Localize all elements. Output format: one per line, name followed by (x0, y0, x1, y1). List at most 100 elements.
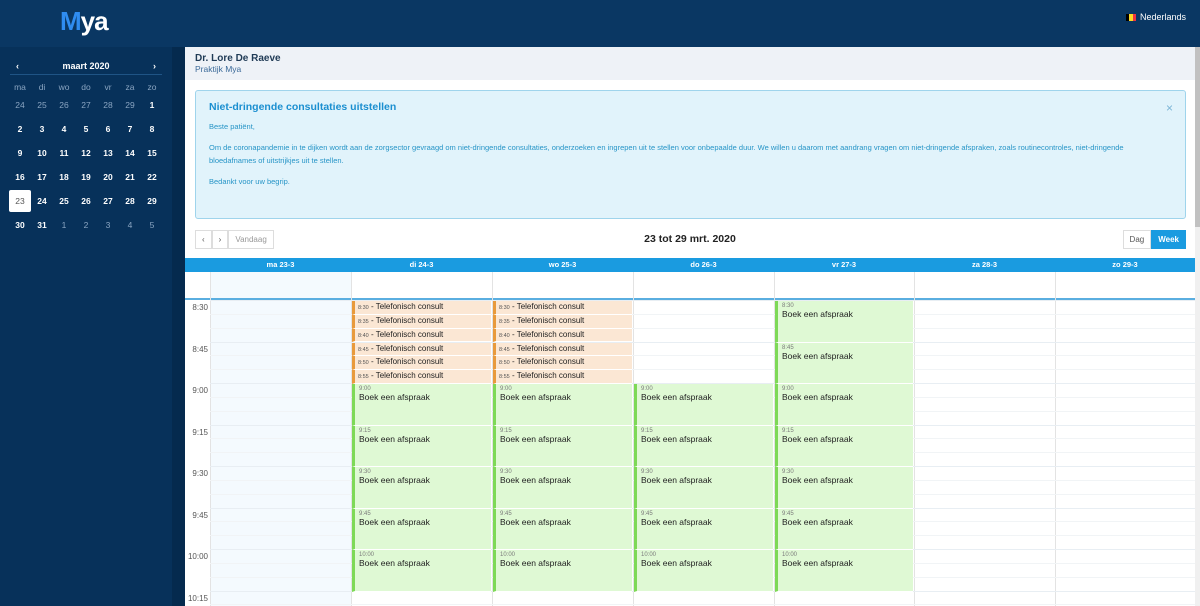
calendar-day[interactable]: 24 (37, 196, 47, 206)
event-time: 9:30 (500, 469, 512, 475)
calendar-day[interactable]: 17 (37, 172, 47, 182)
prev-month-button[interactable]: ‹ (16, 60, 19, 71)
calendar-day[interactable]: 30 (15, 220, 25, 230)
calendar-day[interactable]: 31 (37, 220, 47, 230)
phone-consult-event[interactable]: 8:50 - Telefonisch consult (493, 356, 632, 371)
event-title: Telefonisch consult (516, 357, 585, 367)
phone-consult-event[interactable]: 8:35 - Telefonisch consult (352, 314, 491, 329)
book-appointment-slot[interactable]: 9:30 Boek een afspraak (634, 467, 773, 509)
calendar-day[interactable]: 16 (15, 172, 25, 182)
phone-consult-event[interactable]: 8:55 - Telefonisch consult (493, 370, 632, 384)
calendar-day[interactable]: 5 (83, 124, 89, 134)
week-view-button[interactable]: Week (1151, 230, 1186, 249)
book-appointment-slot[interactable]: 9:00 Boek een afspraak (775, 384, 913, 426)
book-appointment-slot[interactable]: 9:15 Boek een afspraak (352, 425, 491, 467)
calendar-day[interactable]: 25 (59, 196, 69, 206)
calendar-day[interactable]: 4 (127, 220, 133, 230)
calendar-day[interactable]: 13 (103, 148, 113, 158)
phone-consult-event[interactable]: 8:30 - Telefonisch consult (352, 301, 491, 315)
book-appointment-slot[interactable]: 9:30 Boek een afspraak (775, 467, 913, 509)
book-appointment-slot[interactable]: 10:00 Boek een afspraak (493, 550, 632, 592)
book-appointment-slot[interactable]: 9:00 Boek een afspraak (352, 384, 491, 426)
book-appointment-slot[interactable]: 9:45 Boek een afspraak (493, 508, 632, 550)
calendar-day[interactable]: 28 (125, 196, 135, 206)
book-appointment-slot[interactable]: 8:45 Boek een afspraak (775, 342, 913, 384)
column-headers: ma 23-3 di 24-3 wo 25-3 do 26-3 vr 27-3 za 28… (185, 258, 1195, 272)
prev-week-button[interactable]: ‹ (195, 230, 212, 249)
calendar-day[interactable]: 12 (81, 148, 91, 158)
book-appointment-slot[interactable]: 8:30 Boek een afspraak (775, 301, 913, 343)
calendar-day[interactable]: 25 (37, 100, 47, 110)
book-appointment-slot[interactable]: 9:00 Boek een afspraak (493, 384, 632, 426)
calendar-day[interactable]: 3 (39, 124, 45, 134)
event-title: Telefonisch consult (375, 329, 444, 339)
calendar-day[interactable]: 6 (105, 124, 111, 134)
book-appointment-slot[interactable]: 9:45 Boek een afspraak (352, 508, 491, 550)
book-appointment-slot[interactable]: 9:45 Boek een afspraak (775, 508, 913, 550)
calendar-day-selected[interactable]: 23 (9, 190, 31, 212)
phone-consult-event[interactable]: 8:45 - Telefonisch consult (352, 342, 491, 357)
calendar-day[interactable]: 15 (147, 148, 157, 158)
book-appointment-slot[interactable]: 10:00 Boek een afspraak (634, 550, 773, 592)
calendar-day[interactable]: 27 (81, 100, 91, 110)
next-month-button[interactable]: › (152, 60, 156, 71)
close-icon[interactable]: × (1165, 101, 1173, 115)
calendar-day[interactable]: 20 (103, 172, 113, 182)
event-time: 10:00 (359, 552, 375, 558)
book-appointment-slot[interactable]: 9:00 Boek een afspraak (634, 384, 773, 426)
book-appointment-slot[interactable]: 9:15 Boek een afspraak (775, 425, 913, 467)
calendar-day[interactable]: 18 (59, 172, 69, 182)
book-appointment-slot[interactable]: 10:00 Boek een afspraak (775, 550, 913, 592)
calendar-day[interactable]: 29 (125, 100, 135, 110)
calendar-day[interactable]: 11 (59, 148, 69, 158)
calendar-day[interactable]: 8 (149, 124, 155, 134)
day-view-button[interactable]: Dag (1122, 230, 1152, 249)
book-appointment-slot[interactable]: 9:45 Boek een afspraak (634, 508, 773, 550)
calendar-day[interactable]: 9 (17, 148, 23, 158)
calendar-day[interactable]: 26 (59, 100, 69, 110)
today-button[interactable]: Vandaag (228, 230, 274, 249)
calendar-day[interactable]: 2 (17, 124, 23, 134)
language-selector[interactable]: Nederlands (1125, 12, 1186, 22)
calendar-day[interactable]: 4 (61, 124, 67, 134)
event-time: 8:55 (358, 374, 369, 381)
calendar-day[interactable]: 5 (149, 220, 155, 230)
belgian-flag-icon (1125, 13, 1136, 21)
scrollbar[interactable] (1195, 47, 1200, 606)
mya-logo[interactable]: Mya (60, 6, 109, 36)
book-appointment-slot[interactable]: 9:30 Boek een afspraak (352, 467, 491, 509)
book-appointment-slot[interactable]: 10:00 Boek een afspraak (352, 550, 491, 592)
calendar-day[interactable]: 10 (37, 148, 47, 158)
calendar-day[interactable]: 1 (149, 100, 155, 110)
mini-calendar-header: ‹ maart 2020 › (10, 57, 162, 75)
calendar-day[interactable]: 29 (147, 196, 157, 206)
event-time: 9:00 (782, 386, 794, 392)
phone-consult-event[interactable]: 8:35 - Telefonisch consult (493, 314, 632, 329)
scrollbar-thumb[interactable] (1195, 47, 1200, 227)
calendar-day[interactable]: 3 (105, 220, 111, 230)
phone-consult-event[interactable]: 8:45 - Telefonisch consult (493, 342, 632, 357)
calendar-day[interactable]: 27 (103, 196, 113, 206)
event-title: Boek een afspraak (782, 516, 853, 527)
book-appointment-slot[interactable]: 9:15 Boek een afspraak (634, 425, 773, 467)
weekday-label: do (81, 82, 91, 92)
calendar-day[interactable]: 7 (127, 124, 133, 134)
next-week-button[interactable]: › (211, 230, 229, 249)
phone-consult-event[interactable]: 8:30 - Telefonisch consult (493, 301, 632, 315)
calendar-day[interactable]: 28 (103, 100, 113, 110)
calendar-day[interactable]: 21 (125, 172, 135, 182)
phone-consult-event[interactable]: 8:40 - Telefonisch consult (493, 328, 632, 343)
book-appointment-slot[interactable]: 9:30 Boek een afspraak (493, 467, 632, 509)
calendar-day[interactable]: 2 (83, 220, 89, 230)
phone-consult-event[interactable]: 8:55 - Telefonisch consult (352, 370, 491, 384)
calendar-day[interactable]: 1 (61, 220, 67, 230)
calendar-day[interactable]: 14 (125, 148, 135, 158)
book-appointment-slot[interactable]: 9:15 Boek een afspraak (493, 425, 632, 467)
event-time: 10:00 (641, 552, 657, 558)
phone-consult-event[interactable]: 8:50 - Telefonisch consult (352, 356, 491, 371)
calendar-day[interactable]: 22 (147, 172, 157, 182)
phone-consult-event[interactable]: 8:40 - Telefonisch consult (352, 328, 491, 343)
calendar-day[interactable]: 26 (81, 196, 91, 206)
calendar-day[interactable]: 19 (81, 172, 91, 182)
calendar-day[interactable]: 24 (15, 100, 25, 110)
